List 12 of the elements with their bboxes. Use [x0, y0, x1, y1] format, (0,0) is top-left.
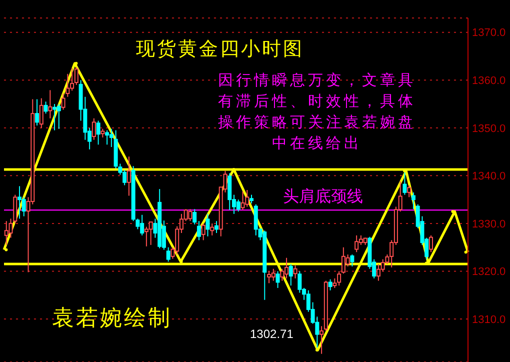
text: 现货黄金四小时图 — [135, 37, 305, 62]
annotation: 1302.71 — [250, 327, 294, 341]
y-tick-label: 1350.0 — [472, 122, 506, 135]
y-tick-label: 1340.0 — [472, 170, 506, 183]
y-tick-label: 1320.0 — [472, 266, 506, 278]
annotation: 因行情瞬息万变，文章具有滞后性、时效性，具体操作策略可关注袁若婉盘中在线给出 — [217, 70, 417, 154]
y-tick-label: 1360.0 — [472, 75, 506, 88]
ref-line-label: 头肩底颈线 — [283, 186, 363, 206]
y-tick-label: 1370.0 — [472, 27, 506, 40]
y-tick-label: 1330.0 — [472, 218, 506, 230]
annotation: 袁若婉绘制 — [52, 305, 172, 333]
y-tick-label: 1310.0 — [472, 314, 506, 326]
